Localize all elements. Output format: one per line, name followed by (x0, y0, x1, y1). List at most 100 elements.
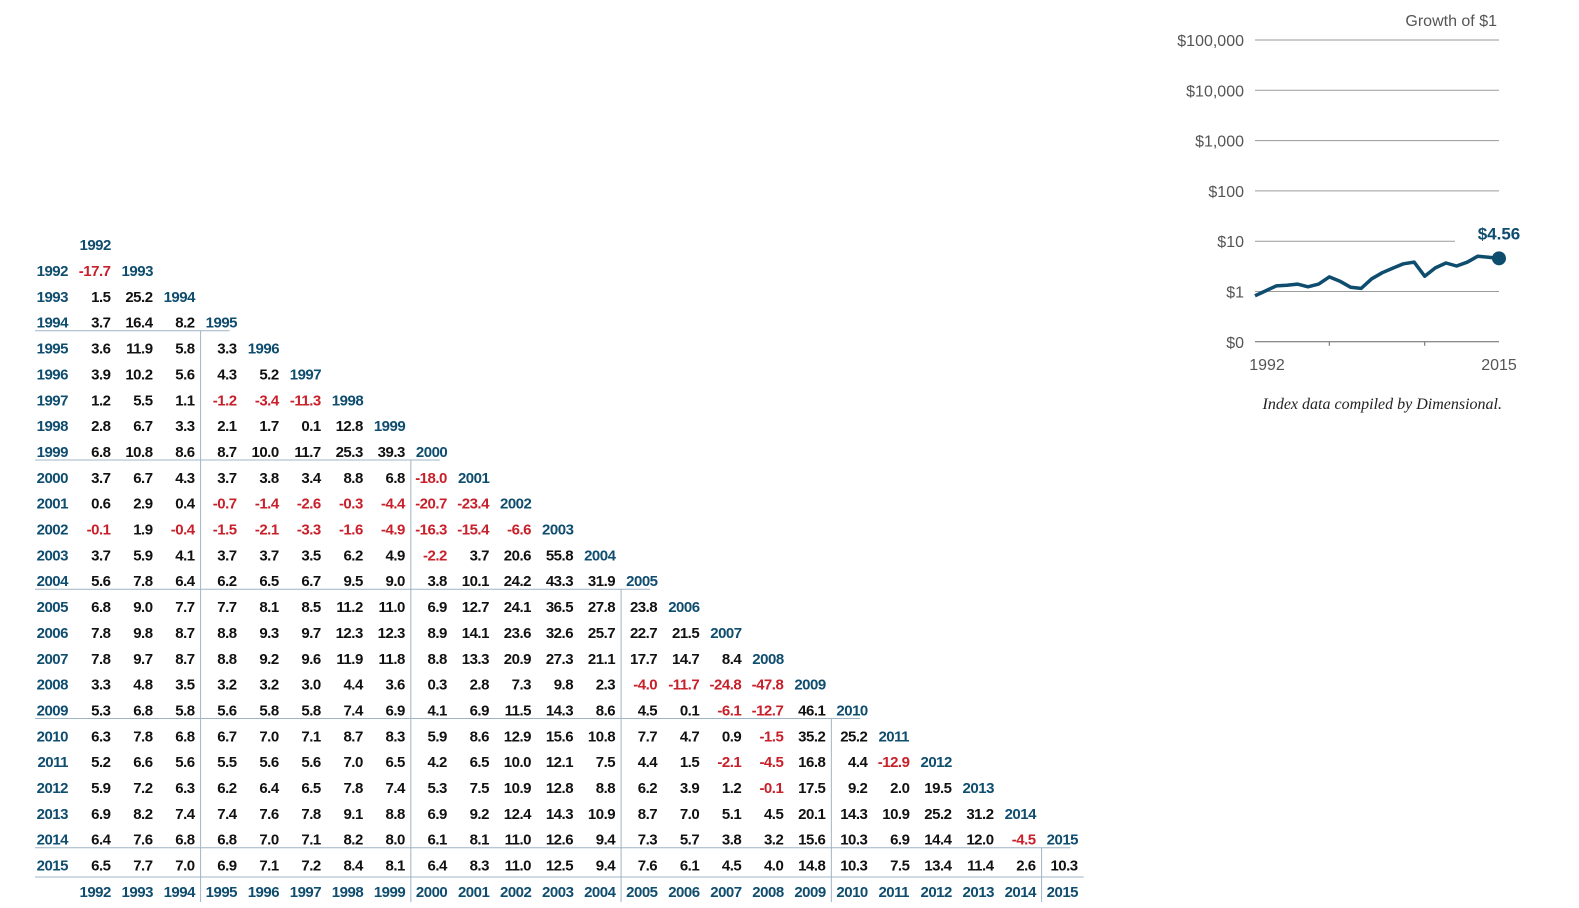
start-year-diagonal-label: 2010 (836, 702, 868, 719)
return-cell: -17.7 (79, 263, 111, 280)
return-cell: 6.9 (890, 832, 910, 849)
return-cell: 25.3 (336, 444, 363, 461)
return-cell: 3.9 (680, 780, 700, 797)
return-cell: 46.1 (798, 702, 825, 719)
return-cell: 5.6 (259, 754, 279, 771)
end-year-label: 2010 (37, 728, 69, 745)
return-cell: -11.7 (668, 677, 699, 694)
return-cell: 11.7 (294, 444, 321, 461)
return-cell: 3.7 (470, 547, 490, 564)
return-cell: 3.4 (301, 470, 322, 487)
return-cell: -20.7 (415, 496, 447, 513)
return-cell: 1.1 (175, 392, 195, 409)
return-cell: 7.8 (301, 806, 321, 823)
return-cell: 36.5 (546, 599, 573, 616)
return-cell: 8.3 (385, 728, 405, 745)
return-cell: 6.9 (91, 806, 111, 823)
return-cell: -24.8 (710, 677, 742, 694)
return-cell: 6.5 (259, 573, 279, 590)
return-cell: 10.3 (1050, 858, 1077, 875)
return-cell: -18.0 (415, 470, 447, 487)
return-cell: 17.5 (798, 780, 825, 797)
return-cell: 5.9 (91, 780, 111, 797)
return-cell: 5.6 (175, 754, 195, 771)
return-cell: 6.5 (470, 754, 490, 771)
return-cell: 20.9 (504, 651, 531, 668)
return-cell: 1.7 (259, 418, 279, 435)
return-cell: 14.8 (798, 858, 825, 875)
return-cell: -2.1 (255, 522, 279, 539)
start-year-axis-label: 2002 (500, 884, 532, 901)
y-tick-label: $1,000 (1195, 134, 1244, 151)
return-cell: 16.8 (798, 754, 825, 771)
start-year-diagonal-label: 2006 (668, 599, 700, 616)
return-cell: 7.8 (343, 780, 363, 797)
return-cell: -16.3 (415, 522, 447, 539)
return-cell: 6.2 (217, 780, 237, 797)
return-cell: 7.6 (259, 806, 279, 823)
return-cell: 2.1 (217, 418, 237, 435)
end-year-label: 2004 (37, 573, 70, 590)
return-cell: 7.0 (343, 754, 363, 771)
return-cell: 3.9 (91, 366, 111, 383)
return-cell: 6.7 (301, 573, 321, 590)
return-cell: -1.5 (759, 728, 783, 745)
end-year-label: 1999 (37, 444, 69, 461)
return-cell: 8.2 (133, 806, 153, 823)
return-cell: -3.3 (297, 522, 321, 539)
return-cell: 15.6 (546, 728, 573, 745)
return-cell: 7.4 (217, 806, 238, 823)
end-year-label: 2012 (37, 780, 69, 797)
return-cell: 11.9 (336, 651, 363, 668)
return-cell: 8.8 (385, 806, 405, 823)
return-cell: -23.4 (457, 496, 490, 513)
return-cell: 25.2 (924, 806, 951, 823)
start-year-axis-label: 1993 (122, 884, 154, 901)
return-cell: 3.2 (217, 677, 237, 694)
end-year-label: 2005 (37, 599, 69, 616)
y-tick-label: $100,000 (1177, 33, 1244, 50)
return-cell: -6.6 (507, 522, 531, 539)
end-year-label: 1994 (37, 315, 70, 332)
return-cell: 1.5 (680, 754, 700, 771)
return-cell: 8.0 (385, 832, 405, 849)
return-cell: 5.1 (722, 806, 742, 823)
return-cell: 25.2 (125, 289, 152, 306)
end-year-label: 1992 (37, 263, 69, 280)
return-cell: 7.8 (91, 651, 111, 668)
start-year-diagonal-label: 1993 (122, 263, 154, 280)
return-cell: 6.9 (428, 806, 448, 823)
return-cell: 8.4 (722, 651, 743, 668)
return-cell: 9.2 (470, 806, 490, 823)
return-cell: -1.5 (213, 522, 237, 539)
return-cell: 7.7 (217, 599, 237, 616)
return-cell: 14.3 (546, 806, 573, 823)
return-cell: 8.7 (175, 625, 195, 642)
return-cell: 5.6 (217, 702, 237, 719)
return-cell: 5.6 (91, 573, 111, 590)
return-cell: 7.7 (175, 599, 195, 616)
start-year-axis-label: 1997 (290, 884, 322, 901)
return-cell: 31.9 (588, 573, 615, 590)
return-cell: 3.7 (217, 547, 237, 564)
return-cell: 10.0 (251, 444, 278, 461)
return-cell: 5.3 (91, 702, 111, 719)
return-cell: 5.5 (133, 392, 153, 409)
return-cell: -2.6 (297, 496, 321, 513)
return-cell: 6.8 (91, 599, 111, 616)
start-year-diagonal-label: 2008 (752, 651, 784, 668)
return-cell: 2.6 (1016, 858, 1036, 875)
return-cell: 6.5 (301, 780, 321, 797)
y-tick-label: $0 (1226, 335, 1244, 352)
start-year-diagonal-label: 2001 (458, 470, 490, 487)
return-cell: 3.5 (175, 677, 195, 694)
return-cell: 32.6 (546, 625, 573, 642)
x-tick-label: 1992 (1249, 357, 1285, 374)
return-cell: 5.7 (680, 832, 700, 849)
return-cell: 14.7 (672, 651, 699, 668)
return-cell: 7.4 (343, 702, 364, 719)
return-cell: 9.4 (596, 832, 617, 849)
return-cell: 9.1 (343, 806, 363, 823)
end-year-label: 2011 (37, 754, 68, 771)
return-cell: 17.7 (630, 651, 657, 668)
